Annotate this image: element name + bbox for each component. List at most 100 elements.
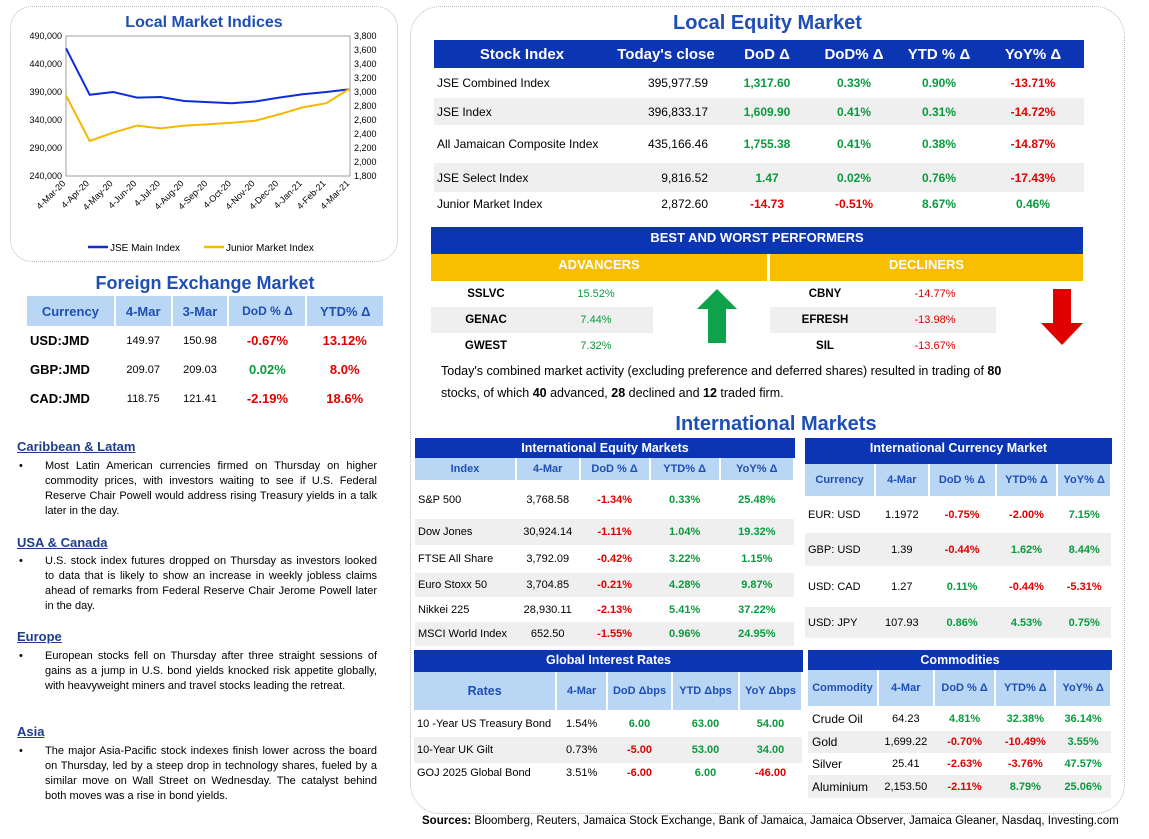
summary-total: 80 xyxy=(987,364,1002,378)
equity-change: 0.96% xyxy=(669,628,701,640)
currency-name: USD: CAD xyxy=(808,580,861,593)
equity-ytd: 8.67% xyxy=(921,197,957,211)
rates-change: -5.00 xyxy=(626,744,653,756)
equity-value: 3,768.58 xyxy=(526,493,570,506)
rates-row: 10 -Year US Treasury Bond 1.54% 6.00 63.00 5… xyxy=(414,710,802,737)
equity-change: 3.22% xyxy=(669,553,701,565)
currency-header: Currency xyxy=(805,464,877,496)
right-panel xyxy=(410,6,1125,814)
y-right-tick-label: 2,000 xyxy=(354,157,377,167)
equity-change: -1.11% xyxy=(597,526,632,538)
commodities-change: -10.49% xyxy=(1004,736,1046,748)
summary-text: traded firm. xyxy=(716,386,784,400)
rates-header: DoD Δbps xyxy=(607,672,673,710)
equity-header: Index xyxy=(415,458,517,480)
equity-change: 37.22% xyxy=(738,603,776,616)
advancers-change: 7.32% xyxy=(580,340,612,352)
rates-change: 54.00 xyxy=(756,717,785,730)
series-line-junior xyxy=(65,87,351,143)
equity-row: JSE Combined Index 395,977.59 1,317.60 0.33… xyxy=(434,68,1084,98)
equity-change: 25.48% xyxy=(738,493,776,506)
equity-row: FTSE All Share 3,792.09 -0.42% 3.22% 1.15% xyxy=(415,545,794,573)
sources-text: Bloomberg, Reuters, Jamaica Stock Exchan… xyxy=(471,815,1119,827)
commodities-row: Silver 25.41 -2.63% -3.76% 47.57% xyxy=(808,753,1111,775)
currency-change: -2.00% xyxy=(1009,508,1044,521)
performers-title: BEST AND WORST PERFORMERS xyxy=(431,227,1083,254)
equity-header: YTD% Δ xyxy=(649,458,721,480)
currency-change: -0.44% xyxy=(944,543,980,556)
equity-header-row: Index 4-Mar DoD % Δ YTD% Δ YoY% Δ xyxy=(415,458,796,480)
equity-header: DoD% Δ xyxy=(824,45,884,63)
y-left-tick-label: 440,000 xyxy=(29,59,62,69)
rates-change: 6.00 xyxy=(694,767,717,779)
currency-change: -0.44% xyxy=(1009,580,1044,593)
arrow-up-icon xyxy=(697,289,737,343)
equity-change: -0.21% xyxy=(597,579,633,591)
equity-row: JSE Select Index 9,816.52 1.47 0.02% 0.76% -1… xyxy=(434,163,1084,192)
equity-change: 4.28% xyxy=(669,579,701,591)
news-europe-heading: Europe xyxy=(17,629,62,644)
fx-row: GBP:JMD 209.07 209.03 0.02% 8.0% xyxy=(27,355,383,384)
y-right-tick-label: 3,800 xyxy=(354,31,377,41)
equity-change: 5.41% xyxy=(669,603,701,616)
local-indices-title: Local Market Indices xyxy=(125,14,283,31)
y-right-tick-label: 3,600 xyxy=(354,45,377,55)
fx-header: 4-Mar xyxy=(114,296,173,326)
equity-index-name: JSE Select Index xyxy=(437,170,529,185)
equity-row: Nikkei 225 28,930.11 -2.13% 5.41% 37.22% xyxy=(415,597,794,622)
equity-value: 652.50 xyxy=(530,628,565,640)
y-left-tick-label: 390,000 xyxy=(29,87,62,97)
rates-table: Global Interest Rates Rates 4-Mar DoD Δbps… xyxy=(414,650,803,783)
fx-row: USD:JMD 149.97 150.98 -0.67% 13.12% xyxy=(27,326,383,355)
equity-change: 9.87% xyxy=(741,579,773,591)
commodities-header-row: Commodity 4-Mar DoD % Δ YTD% Δ YoY% Δ xyxy=(808,670,1112,706)
equity-dod-pct: -0.51% xyxy=(834,197,874,211)
commodities-name: Silver xyxy=(812,757,843,771)
currency-change: 8.44% xyxy=(1068,543,1100,556)
commodities-value: 1,699.22 xyxy=(884,736,928,748)
local-indices-chart: 490,000 440,000 390,000 340,000 290,000 240,0… xyxy=(29,31,377,254)
equity-row: S&P 500 3,768.58 -1.34% 0.33% 25.48% xyxy=(415,480,794,519)
local-equity-table: Stock Index Today's close DoD Δ DoD% Δ Y… xyxy=(434,40,1084,216)
commodities-header: DoD % Δ xyxy=(933,670,997,706)
summary-text: declined and xyxy=(625,386,703,400)
advancers-row: GENAC 7.44% xyxy=(431,307,653,333)
commodities-header: Commodity xyxy=(808,670,879,706)
currency-value: 1.1972 xyxy=(885,508,919,521)
equity-change: -2.13% xyxy=(597,603,633,616)
currency-change: 1.62% xyxy=(1010,543,1043,556)
equity-index-name: Junior Market Index xyxy=(437,197,543,211)
commodities-value: 25.41 xyxy=(892,758,920,770)
equity-header: Today's close xyxy=(617,45,715,63)
equity-header: YoY% Δ xyxy=(719,458,796,480)
advancers-symbol: GENAC xyxy=(465,314,507,326)
fx-ytd: 8.0% xyxy=(329,362,360,377)
fx-header: 3-Mar xyxy=(171,296,230,326)
fx-title: Foreign Exchange Market xyxy=(95,273,315,293)
equity-name: Nikkei 225 xyxy=(418,603,470,616)
y-right-tick-label: 3,200 xyxy=(354,73,377,83)
summary-text: stocks, of which xyxy=(441,386,533,400)
series-line-jse-main xyxy=(65,47,351,105)
fx-dod: -2.19% xyxy=(246,391,289,406)
rates-header-row: Rates 4-Mar DoD Δbps YTD Δbps YoY Δbps xyxy=(414,672,803,710)
y-left-tick-label: 240,000 xyxy=(29,171,62,181)
equity-close: 9,816.52 xyxy=(661,170,708,185)
equity-change: 1.15% xyxy=(741,553,773,565)
commodities-name: Crude Oil xyxy=(812,711,863,726)
news-asia-text: The major Asia-Pacific stock indexes fin… xyxy=(17,744,377,804)
fx-current: 209.07 xyxy=(126,363,161,376)
advancers-list: SSLVC 15.52% GENAC 7.44% GWEST 7.32% xyxy=(431,281,653,359)
legend-label-main: JSE Main Index xyxy=(110,243,180,254)
equity-close: 2,872.60 xyxy=(661,197,708,211)
equity-dod-pct: 0.33% xyxy=(836,76,872,90)
equity-ytd: 0.31% xyxy=(921,104,957,119)
y-left-tick-label: 340,000 xyxy=(29,115,62,125)
equity-dod: -14.73 xyxy=(749,197,785,211)
currency-row: USD: CAD 1.27 0.11% -0.44% -5.31% xyxy=(805,566,1111,607)
rates-change: 53.00 xyxy=(691,744,720,756)
commodities-row: Gold 1,699.22 -0.70% -10.49% 3.55% xyxy=(808,731,1111,753)
rates-header: YoY Δbps xyxy=(739,672,803,710)
equity-change: 0.33% xyxy=(669,493,701,506)
intl-equity-title: International Equity Markets xyxy=(415,438,795,458)
